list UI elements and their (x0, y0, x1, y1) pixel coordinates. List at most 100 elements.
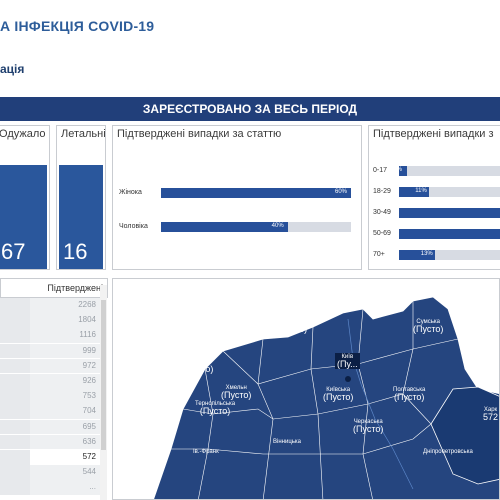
map-region-label[interactable]: Київська (Пусто) (323, 387, 353, 402)
table-row-region-cell (0, 374, 30, 389)
gender-row[interactable]: Жінока 60% (113, 186, 361, 200)
map-region-label[interactable]: Тернопільська (Пусто) (195, 401, 235, 416)
map-region-label[interactable]: Сумська (Пусто) (413, 319, 443, 334)
map-region-west[interactable] (153, 296, 500, 500)
table-row-value-bg (30, 404, 100, 419)
table-row-value: 544 (82, 467, 96, 477)
gender-row[interactable]: Чоловіка 40% (113, 220, 361, 234)
map-region-value: (Пусто) (276, 324, 308, 334)
period-banner: ЗАРЕЄСТРОВАНО ЗА ВЕСЬ ПЕРІОД (0, 97, 500, 121)
age-row[interactable]: 30-49 (369, 206, 500, 220)
table-row-value-bg (30, 434, 100, 450)
table-row-value: 999 (82, 345, 96, 355)
table-row-region-cell (0, 465, 30, 480)
age-row[interactable]: 18-29 11% (369, 185, 500, 199)
map-region-label[interactable]: Полтавська (Пусто) (393, 387, 425, 402)
map-region-label[interactable]: Рівненська (Пусто) (225, 307, 256, 322)
table-row-region-cell (0, 389, 30, 404)
age-row[interactable]: 70+ 13% (369, 248, 500, 262)
dashboard-title: А ІНФЕКЦІЯ COVID-19 (0, 18, 155, 34)
table-row-value: 926 (82, 376, 96, 385)
ukraine-map-panel[interactable]: Волинська (Пусто) Рівненська (Пусто) Житомир… (112, 278, 500, 500)
kpi-deaths-card: Летальні 16 (56, 125, 106, 270)
age-bar-fill[interactable] (399, 187, 430, 197)
table-row-value-bg (30, 450, 100, 465)
table-row-value-bg (30, 358, 100, 374)
age-bar-pct: 11% (415, 188, 427, 194)
map-region-label[interactable]: Житомирська (Пусто) (273, 319, 311, 334)
table-scrollbar-thumb[interactable] (101, 300, 106, 450)
age-bar-fill[interactable] (399, 250, 435, 260)
table-row-value: 1116 (79, 330, 96, 340)
map-region-value: (Пусто) (364, 294, 396, 304)
map-region-label[interactable]: Хмельн (Пусто) (221, 385, 251, 400)
age-panel: Підтверджені випадки з 0-17 3% 18-29 11% 30-… (368, 125, 500, 270)
table-row[interactable]: 972 (0, 358, 100, 374)
gender-bar-pct: 60% (335, 189, 348, 195)
table-row[interactable]: 704 (0, 404, 100, 419)
age-label: 0-17 (373, 167, 388, 174)
age-bar-track (399, 166, 500, 176)
table-row-value: 1804 (78, 315, 96, 325)
table-row-region-cell (0, 480, 30, 495)
map-region-value: (Пусто) (199, 406, 231, 416)
table-column-header[interactable]: Підтверджені (0, 278, 108, 298)
ukraine-map[interactable] (113, 279, 500, 500)
table-row[interactable]: 572 (0, 450, 100, 465)
table-row-value-bg (30, 313, 100, 328)
map-region-label[interactable]: Черкаська (Пусто) (353, 419, 384, 434)
kpi-recovered-card: Одужало 67 (0, 125, 50, 270)
table-row[interactable]: ... (0, 480, 100, 495)
map-region-label[interactable]: Вінницька (273, 439, 301, 446)
map-region-value: (Пусто) (353, 424, 384, 434)
table-row-value-bg (30, 419, 100, 435)
map-region-name: Чернігівська (363, 289, 398, 295)
kpi-deaths-bar (59, 165, 103, 269)
map-region-label[interactable]: Дніпропетровська (423, 449, 473, 456)
table-row-value-bg (30, 298, 100, 313)
table-row-value: 704 (82, 406, 96, 416)
age-row[interactable]: 50-69 (369, 227, 500, 241)
age-bar-fill[interactable] (399, 229, 500, 239)
map-region-label[interactable]: Львівська (Пусто) (183, 359, 213, 374)
table-row-value-bg (30, 389, 100, 404)
age-bar-pct: 3% (393, 167, 402, 173)
gender-panel-title: Підтверджені випадки за статтю (117, 128, 282, 140)
table-row[interactable]: 1804 (0, 313, 100, 328)
map-region-name: Львівська (184, 359, 212, 365)
age-bar-fill[interactable] (399, 166, 408, 176)
kyiv-marker[interactable] (345, 376, 351, 382)
map-region-kharkiv[interactable] (430, 386, 500, 485)
gender-bar-fill[interactable] (161, 188, 351, 198)
age-bar-track (399, 187, 500, 197)
age-row[interactable]: 0-17 3% (369, 164, 500, 178)
map-region-label[interactable]: Чернігівська (Пусто) (363, 289, 398, 304)
age-bar-fill[interactable] (399, 208, 500, 218)
map-region-name: Київ (341, 354, 354, 360)
age-label: 30-49 (373, 209, 391, 216)
table-row-region-cell (0, 434, 30, 450)
table-row[interactable]: 926 (0, 374, 100, 389)
table-row-region-cell (0, 450, 30, 465)
map-region-label[interactable]: Харк 572 (483, 407, 498, 422)
table-row[interactable]: 999 (0, 343, 100, 359)
gender-panel: Підтверджені випадки за статтю Жінока 60%… (112, 125, 362, 270)
age-panel-title: Підтверджені випадки з (373, 128, 494, 140)
table-row-region-cell (0, 404, 30, 419)
table-row[interactable]: 544 (0, 465, 100, 480)
table-row[interactable]: 695 (0, 419, 100, 435)
map-region-label[interactable]: Волинська (Пусто) (175, 319, 205, 334)
map-region-label[interactable]: Київ (Пу... (335, 353, 360, 369)
table-row[interactable]: 1116 (0, 328, 100, 343)
map-region-name: Ів.-Франк (193, 449, 219, 455)
table-row-region-cell (0, 358, 30, 374)
kpi-deaths-value: 16 (63, 239, 88, 264)
table-row-value: ... (89, 482, 96, 492)
map-region-label[interactable]: Ів.-Франк (193, 449, 219, 456)
map-region-borders (171, 301, 459, 499)
table-row[interactable]: 636 (0, 434, 100, 450)
table-row-value-bg (30, 465, 100, 480)
table-row[interactable]: 753 (0, 389, 100, 404)
table-row[interactable]: 2268 (0, 298, 100, 313)
gender-bar-fill[interactable] (161, 222, 288, 232)
